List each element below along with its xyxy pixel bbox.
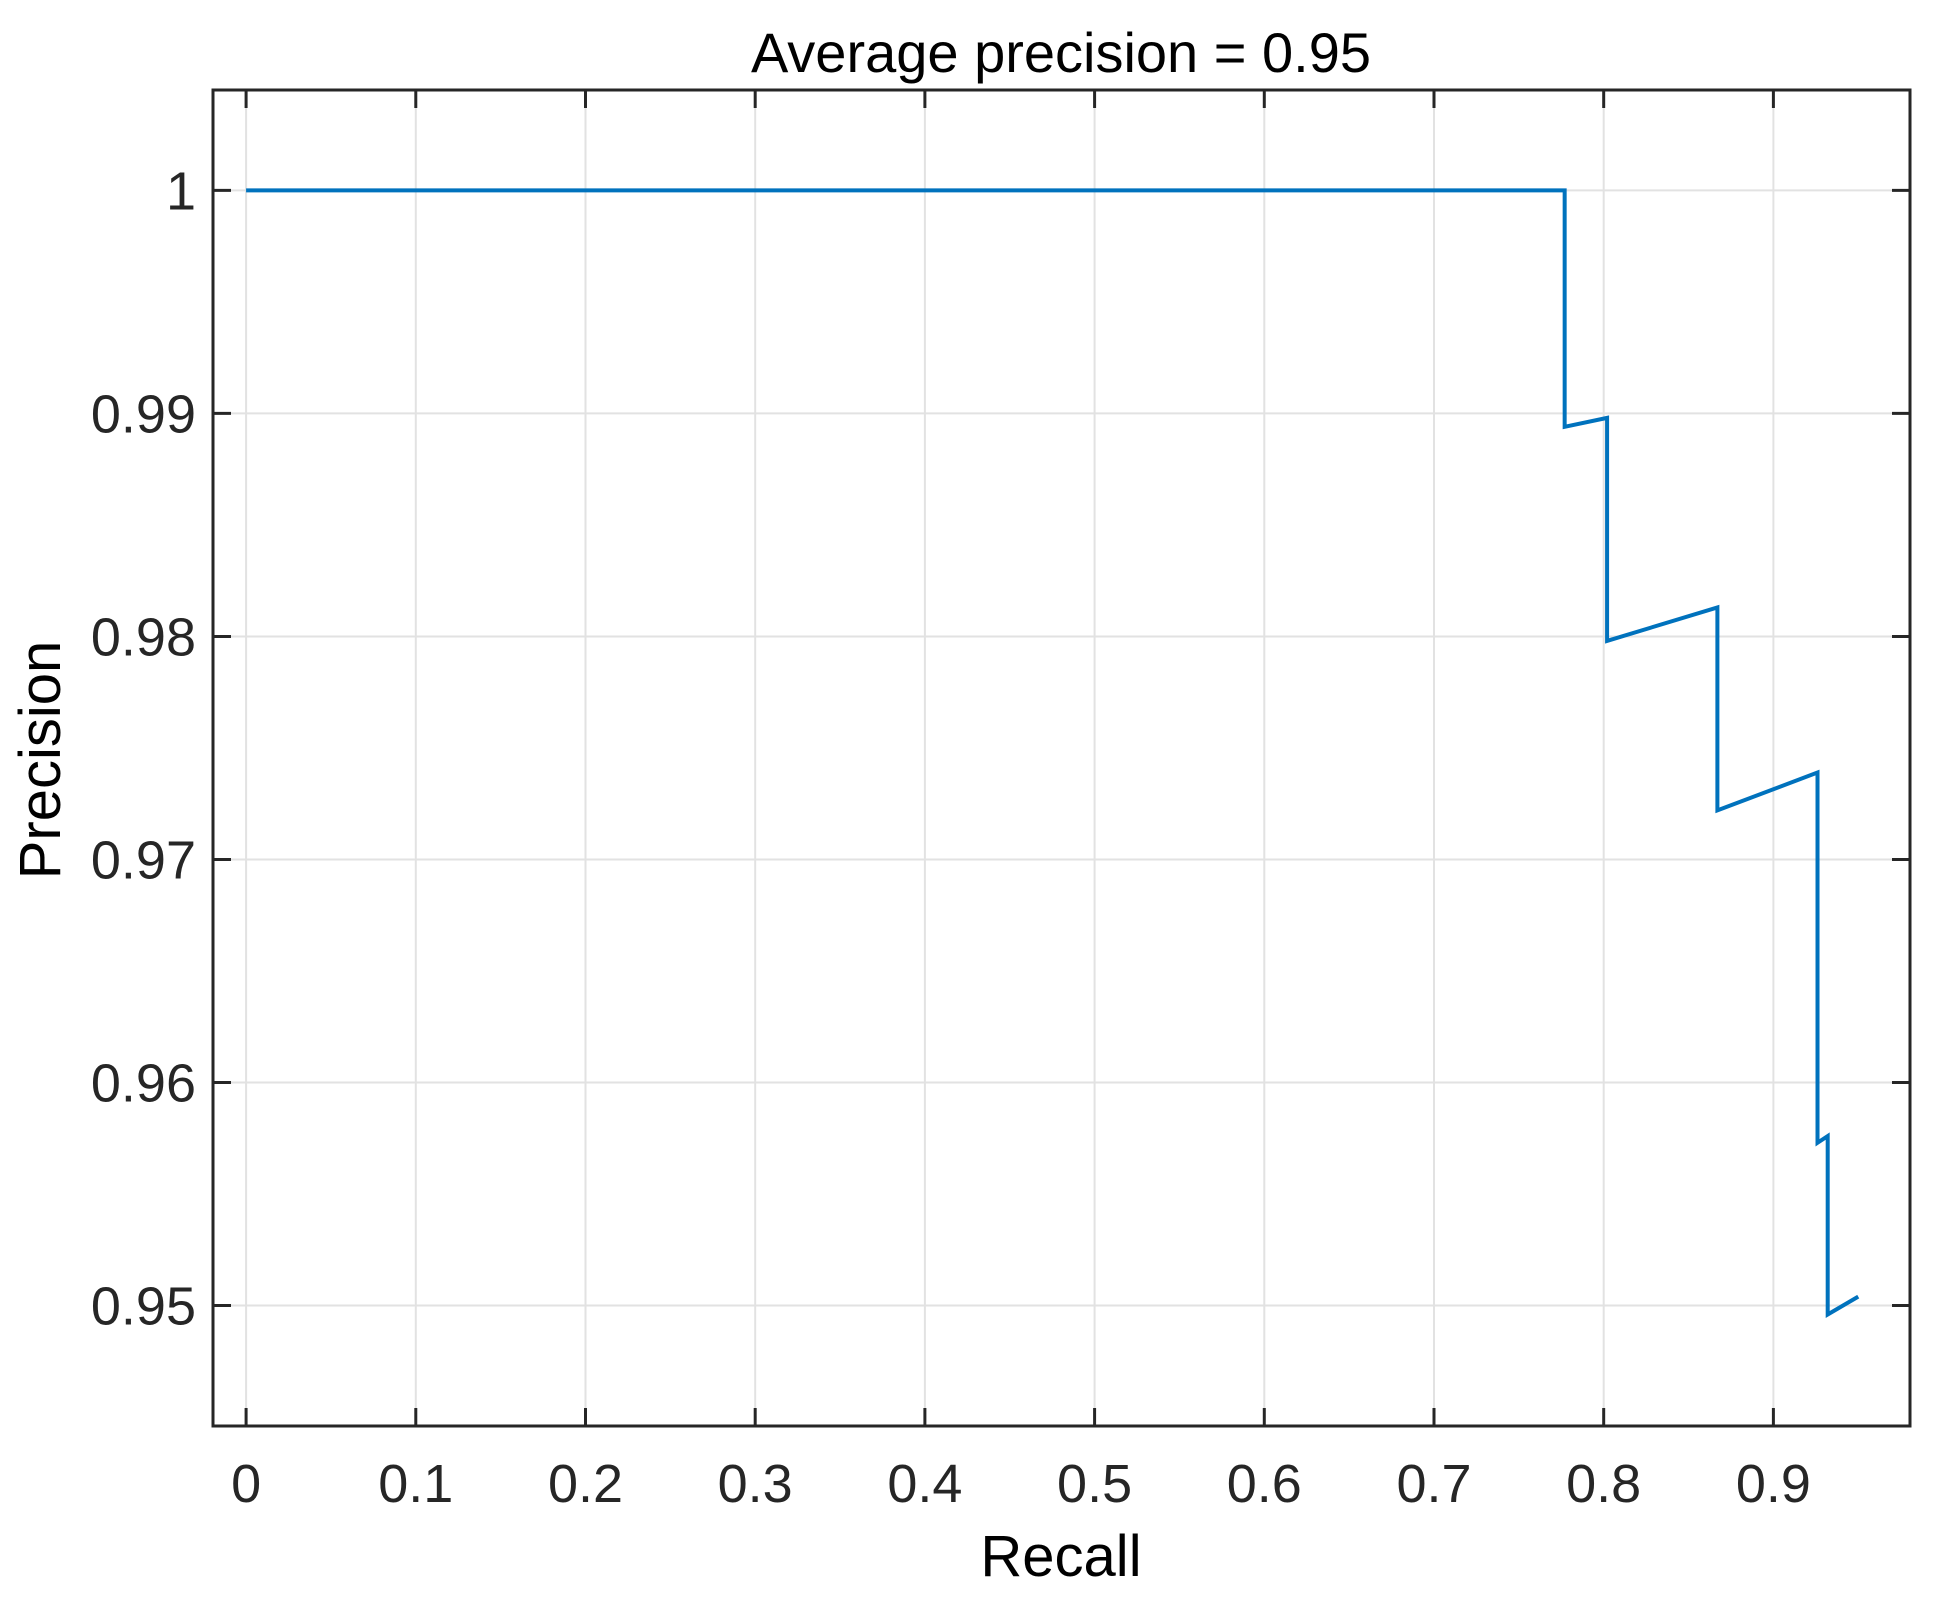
- precision-recall-curve-line: [246, 188, 1860, 1318]
- x-tick-label: 0.5: [1057, 1454, 1132, 1514]
- axis-layer: [211, 88, 1912, 1428]
- x-tick-label: 0.3: [718, 1454, 793, 1514]
- y-tick-label: 0.97: [91, 830, 196, 890]
- y-axis-label: Precision: [8, 641, 73, 880]
- tick-layer: [213, 90, 1910, 1426]
- x-tick-label: 0: [231, 1454, 261, 1514]
- axis-box: [211, 88, 1912, 1428]
- y-tick-label: 0.95: [91, 1277, 196, 1337]
- x-tick-label: 0.9: [1736, 1454, 1811, 1514]
- y-tick-label: 1: [166, 161, 196, 221]
- x-tick-label: 0.6: [1227, 1454, 1302, 1514]
- y-tick-label: 0.98: [91, 607, 196, 667]
- x-tick-label: 0.7: [1396, 1454, 1471, 1514]
- grid-layer: [213, 90, 1910, 1426]
- x-tick-label: 0.2: [548, 1454, 623, 1514]
- chart-title: Average precision = 0.95: [751, 21, 1371, 84]
- x-tick-label: 0.4: [887, 1454, 962, 1514]
- x-tick-label: 0.8: [1566, 1454, 1641, 1514]
- y-tick-label: 0.99: [91, 384, 196, 444]
- y-tick-label: 0.96: [91, 1054, 196, 1114]
- x-axis-label: Recall: [980, 1524, 1141, 1589]
- tick-label-layer: 0 0.1 0.2 0.3 0.4 0.5 0.6 0.7 0.8 0.9 1 0.99 0.98 0.9…: [91, 161, 1811, 1514]
- curve-layer: [246, 188, 1860, 1318]
- x-tick-label: 0.1: [378, 1454, 453, 1514]
